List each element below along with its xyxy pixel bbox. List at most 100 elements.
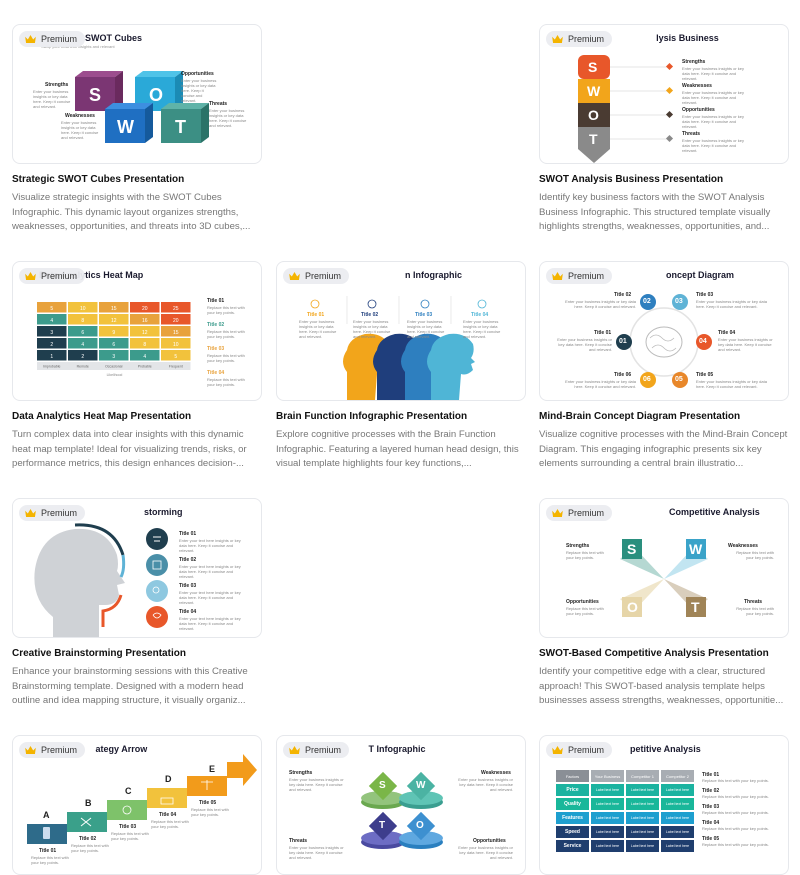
comp-title-block: Title 03 Replace this text with your key … xyxy=(702,804,782,815)
card-thumbnail[interactable]: Premium SWOT-Based Competitive Analysis … xyxy=(539,498,789,638)
heatmap-cell-value: 4 xyxy=(50,318,53,324)
card-strategy-arrow[interactable]: Premium Strategy Arrow A B C D E Title 0… xyxy=(12,735,262,875)
card-thumbnail[interactable]: Premium Competitive Analysis FactorsYour… xyxy=(539,735,789,875)
comp-cell: Label text here xyxy=(626,840,659,852)
heatmap-cell-value: 15 xyxy=(111,306,117,312)
crown-icon xyxy=(552,35,563,43)
heatmap-cell xyxy=(130,326,160,337)
heatmap-cell-value: 6 xyxy=(81,330,84,336)
heatmap-cell xyxy=(161,302,191,313)
card-thumbnail[interactable]: Premium SWOT Analysis Business S W O T S… xyxy=(539,24,789,164)
card-thumbnail[interactable]: Premium Data Analytics Heat Map 5 10 15 20 2… xyxy=(12,261,262,401)
letter-s: S xyxy=(627,541,637,557)
heatmap-cell xyxy=(68,350,98,361)
letter-t: T xyxy=(691,599,700,615)
heatmap-cell xyxy=(68,314,98,325)
comp-title: Title 05 xyxy=(702,836,720,842)
brainstorm-title-1: Title 01 xyxy=(179,531,197,537)
premium-label: Premium xyxy=(568,745,605,755)
card-description: Identify key business factors with the S… xyxy=(539,192,771,232)
brain-text-1: Enter your business insights or key data… xyxy=(299,319,337,339)
label-opportunities: Opportunities xyxy=(473,838,506,844)
heatmap-cell xyxy=(68,338,98,349)
node-04: 04 xyxy=(699,338,707,345)
card-title[interactable]: SWOT-Based Competitive Analysis Presenta… xyxy=(539,648,769,659)
card-thumbnail[interactable]: Premium Mind-Brain Concept Diagram 02 03… xyxy=(539,261,789,401)
brainstorm-text-1: Enter your text here insights or key dat… xyxy=(179,538,241,553)
premium-label: Premium xyxy=(568,508,605,518)
card-thumbnail[interactable]: Premium SWOT Infographic S W T O Strengt… xyxy=(276,735,526,875)
heatmap-cell xyxy=(37,314,67,325)
heatmap-cell xyxy=(161,350,191,361)
letter-t: T xyxy=(589,131,598,147)
premium-label: Premium xyxy=(41,745,78,755)
comp-cell: Label text here xyxy=(661,784,694,796)
mind-text-2: Enter your business insights or key data… xyxy=(565,299,636,309)
comp-table-row: Quality Label text here Label text here Lab… xyxy=(556,798,694,810)
card-brain-function-infographic[interactable]: Premium Brain Function Infographic Title… xyxy=(276,261,526,472)
premium-label: Premium xyxy=(41,34,78,44)
card-title[interactable]: Mind-Brain Concept Diagram Presentation xyxy=(539,411,741,422)
comp-title-block: Title 01 Replace this text with your key … xyxy=(702,772,782,783)
card-competitive-analysis[interactable]: Premium Competitive Analysis FactorsYour… xyxy=(539,735,789,875)
text-threats: Replace this text with your key points. xyxy=(736,606,774,616)
mind-brain-graphic xyxy=(616,294,712,388)
heatmap-col-label: Occasional xyxy=(105,365,123,369)
crown-icon xyxy=(552,509,563,517)
premium-badge: Premium xyxy=(546,268,613,284)
slide-title: Brain Function Infographic xyxy=(405,270,462,280)
brain-title-4: Title 04 xyxy=(471,312,489,318)
step-letter-e: E xyxy=(209,764,216,774)
card-title[interactable]: Creative Brainstorming Presentation xyxy=(12,648,186,659)
card-title[interactable]: Strategic SWOT Cubes Presentation xyxy=(12,174,185,185)
card-swot-competitive-analysis[interactable]: Premium SWOT-Based Competitive Analysis … xyxy=(539,498,789,709)
comp-title-text: Replace this text with your key points. xyxy=(702,842,769,847)
card-title[interactable]: Data Analytics Heat Map Presentation xyxy=(12,411,192,422)
comp-header-cell: Your Business xyxy=(591,770,624,782)
cube-letter-o: O xyxy=(149,85,164,105)
mind-title-1: Title 01 xyxy=(594,330,612,336)
crown-icon xyxy=(289,272,300,280)
heatmap-cell-value: 2 xyxy=(81,354,84,360)
premium-label: Premium xyxy=(41,508,78,518)
label-opportunities: Opportunities xyxy=(682,107,715,113)
mind-title-6: Title 06 xyxy=(614,372,632,378)
label-strengths: Strengths xyxy=(566,543,590,549)
card-creative-brainstorming[interactable]: Premium Creative Brainstorming Title 01 … xyxy=(12,498,262,709)
step-letter-a: A xyxy=(43,810,50,820)
text-weaknesses: Enter your business insights or key data… xyxy=(682,90,745,105)
card-strategic-swot-cubes[interactable]: Premium SWOT Cubes Swap your business in… xyxy=(12,24,262,235)
heatmap-cell xyxy=(99,350,129,361)
letter-s: S xyxy=(588,59,598,75)
label-threats: Threats xyxy=(682,131,701,137)
heatmap-cell xyxy=(161,338,191,349)
arrow-text-4: Replace this text with your key points. xyxy=(151,819,189,829)
text-opportunities: Enter your business insights or key data… xyxy=(682,114,745,129)
arrow-title-3: Title 03 xyxy=(119,824,137,830)
card-swot-infographic[interactable]: Premium SWOT Infographic S W T O Strengt… xyxy=(276,735,526,875)
premium-badge: Premium xyxy=(283,742,350,758)
card-thumbnail[interactable]: Premium Creative Brainstorming Title 01 … xyxy=(12,498,262,638)
slide-title: Mind-Brain Concept Diagram xyxy=(666,270,735,280)
crown-icon xyxy=(25,35,36,43)
slide-title: SWOT Infographic xyxy=(368,744,426,754)
card-title[interactable]: SWOT Analysis Business Presentation xyxy=(539,174,724,185)
premium-badge: Premium xyxy=(19,268,86,284)
heatmap-cell-value: 2 xyxy=(50,342,53,348)
card-title[interactable]: Brain Function Infographic Presentation xyxy=(276,411,468,422)
card-thumbnail[interactable]: Premium SWOT Cubes Swap your business in… xyxy=(12,24,262,164)
comp-row-label: Quality xyxy=(556,798,589,810)
mind-text-4: Enter your business insights or key data… xyxy=(718,337,773,352)
card-mind-brain-concept-diagram[interactable]: Premium Mind-Brain Concept Diagram 02 03… xyxy=(539,261,789,472)
card-thumbnail[interactable]: Premium Strategy Arrow A B C D E Title 0… xyxy=(12,735,262,875)
card-description: Visualize cognitive processes with the M… xyxy=(539,429,788,469)
step-letter-d: D xyxy=(165,774,172,784)
card-data-analytics-heat-map[interactable]: Premium Data Analytics Heat Map 5 10 15 20 2… xyxy=(12,261,262,472)
heatmap-axis-label: Likelihood xyxy=(107,373,123,377)
heatmap-text-3: Replace this text with your key points. xyxy=(207,353,245,363)
card-thumbnail[interactable]: Premium Brain Function Infographic Title… xyxy=(276,261,526,401)
card-swot-analysis-business[interactable]: Premium SWOT Analysis Business S W O T S… xyxy=(539,24,789,235)
heatmap-cell-value: 9 xyxy=(112,330,115,336)
text-opportunities: Enter your business insights or key data… xyxy=(181,78,217,103)
heatmap-cell xyxy=(37,326,67,337)
